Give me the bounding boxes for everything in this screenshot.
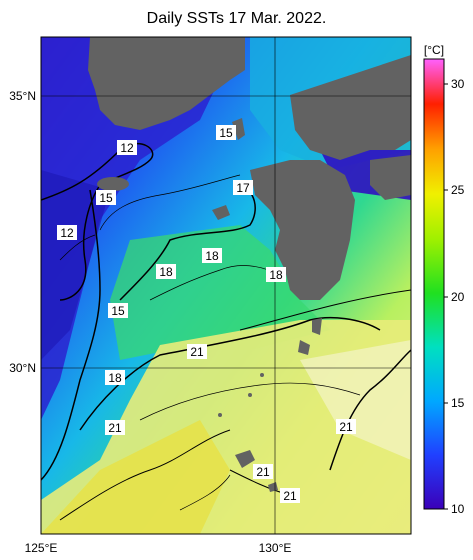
honshu-west bbox=[290, 55, 411, 160]
contour-label: 17 bbox=[236, 181, 250, 195]
map-frame bbox=[40, 36, 412, 535]
tsushima bbox=[232, 118, 245, 140]
colorbar-gradient bbox=[423, 58, 445, 510]
colorbar-tick: 30 bbox=[451, 77, 465, 91]
contour-labels: 12 15 15 12 17 18 18 18 15 21 18 21 21 2… bbox=[57, 125, 356, 503]
contour-label: 12 bbox=[120, 141, 134, 155]
jeju-island bbox=[97, 177, 129, 191]
contour-label: 18 bbox=[159, 265, 173, 279]
isotherm-contours bbox=[41, 142, 411, 521]
contour-label: 21 bbox=[339, 420, 353, 434]
lat-label-35: 35°N bbox=[9, 89, 36, 103]
colorbar-tick: 10 bbox=[451, 502, 465, 516]
lon-label-130: 130°E bbox=[259, 541, 292, 555]
contour-label: 12 bbox=[60, 226, 74, 240]
land-masses bbox=[88, 37, 411, 492]
contour-label: 15 bbox=[219, 126, 233, 140]
contour-label: 15 bbox=[99, 191, 113, 205]
contour-label: 21 bbox=[190, 345, 204, 359]
graticule bbox=[41, 37, 411, 534]
lon-label-125: 125°E bbox=[25, 541, 58, 555]
korean-peninsula bbox=[88, 37, 245, 130]
map-title: Daily SSTs 17 Mar. 2022. bbox=[146, 10, 327, 27]
colorbar: [°C] 30 25 20 15 10 bbox=[423, 43, 465, 516]
colorbar-unit: [°C] bbox=[424, 43, 444, 57]
contour-label: 21 bbox=[256, 465, 270, 479]
kyushu bbox=[250, 160, 355, 300]
colorbar-tick: 15 bbox=[451, 396, 465, 410]
lat-label-30: 30°N bbox=[9, 361, 36, 375]
contour-label: 15 bbox=[111, 304, 125, 318]
colorbar-tick: 25 bbox=[451, 183, 465, 197]
colorbar-tick: 20 bbox=[451, 290, 465, 304]
contour-label: 18 bbox=[269, 268, 283, 282]
contour-label: 18 bbox=[108, 371, 122, 385]
contour-label: 21 bbox=[108, 421, 122, 435]
contour-label: 18 bbox=[205, 249, 219, 263]
contour-label: 21 bbox=[283, 489, 297, 503]
